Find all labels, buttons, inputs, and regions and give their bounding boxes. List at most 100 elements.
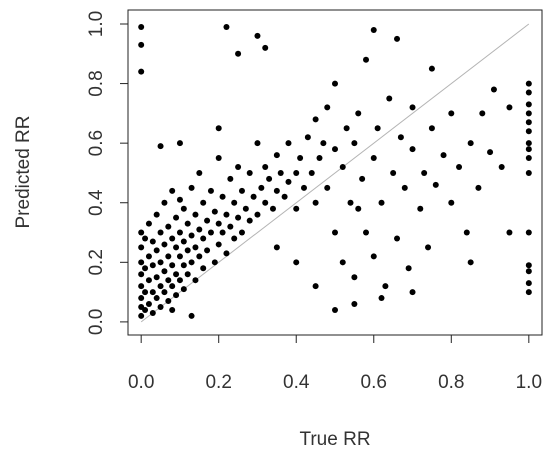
point <box>188 184 195 191</box>
point <box>490 86 497 93</box>
point <box>215 155 222 162</box>
point <box>525 101 532 108</box>
point <box>448 199 455 206</box>
point <box>405 265 412 272</box>
x-tick-label: 0.6 <box>361 372 387 393</box>
point <box>359 175 366 182</box>
point <box>176 196 183 203</box>
point <box>215 125 222 132</box>
point <box>285 140 292 147</box>
point <box>223 23 230 30</box>
x-tick-label: 0.2 <box>205 372 231 393</box>
point <box>277 169 284 176</box>
point <box>254 211 261 218</box>
point <box>273 152 280 159</box>
point <box>320 140 327 147</box>
point <box>153 295 160 302</box>
point <box>200 265 207 272</box>
point <box>207 187 214 194</box>
point <box>425 244 432 251</box>
point <box>394 35 401 42</box>
point <box>525 268 532 275</box>
point <box>142 306 149 313</box>
point <box>192 277 199 284</box>
point <box>180 205 187 212</box>
point <box>138 283 145 290</box>
point <box>176 253 183 260</box>
point <box>332 229 338 236</box>
y-tick-label: 0.8 <box>86 70 107 96</box>
point <box>417 205 424 212</box>
point <box>262 163 269 170</box>
point <box>227 175 234 182</box>
point <box>145 277 152 284</box>
point <box>378 295 385 302</box>
point <box>173 271 180 278</box>
point <box>235 50 242 57</box>
point <box>428 125 435 132</box>
point <box>138 295 145 302</box>
point <box>169 235 176 242</box>
point <box>153 247 160 254</box>
point <box>165 253 172 260</box>
point <box>188 259 195 266</box>
point <box>525 128 532 135</box>
point <box>246 217 253 224</box>
point <box>138 41 145 48</box>
point <box>173 214 180 221</box>
point <box>525 280 532 287</box>
point <box>145 220 152 227</box>
point <box>142 265 149 272</box>
point <box>142 235 149 242</box>
point <box>428 65 435 72</box>
point <box>300 184 307 191</box>
point <box>382 283 389 290</box>
point <box>138 244 145 251</box>
y-tick-label: 0.6 <box>86 130 107 156</box>
point <box>204 217 211 224</box>
point <box>409 146 416 153</box>
point <box>297 155 304 162</box>
point <box>374 125 381 132</box>
point <box>149 309 156 316</box>
point <box>498 163 505 170</box>
point <box>142 289 149 296</box>
y-tick-label: 0.4 <box>86 189 107 216</box>
point <box>285 178 292 185</box>
point <box>525 169 532 176</box>
point <box>525 289 532 296</box>
plot-frame <box>127 9 543 336</box>
x-tick-label: 0.4 <box>283 372 310 393</box>
reference-line <box>140 23 530 323</box>
point <box>188 232 195 239</box>
point <box>138 68 145 75</box>
point <box>138 229 145 236</box>
point <box>250 193 257 200</box>
point <box>242 205 249 212</box>
point <box>215 241 222 248</box>
point <box>390 169 397 176</box>
point <box>169 283 176 290</box>
y-axis-title: Predicted RR <box>13 116 34 229</box>
point <box>184 220 191 227</box>
point <box>180 238 187 245</box>
point <box>351 301 358 308</box>
point <box>254 32 261 39</box>
point <box>269 205 276 212</box>
point <box>188 312 195 319</box>
point <box>204 247 211 254</box>
point <box>157 303 164 310</box>
point <box>138 271 145 278</box>
point <box>227 223 234 230</box>
point <box>238 187 245 194</box>
point <box>273 244 280 251</box>
point <box>467 259 474 266</box>
point <box>475 184 482 191</box>
point <box>165 277 172 284</box>
point <box>180 262 187 269</box>
point <box>161 241 168 248</box>
point <box>262 199 269 206</box>
point <box>196 253 203 260</box>
point <box>448 110 455 117</box>
point <box>463 229 470 236</box>
